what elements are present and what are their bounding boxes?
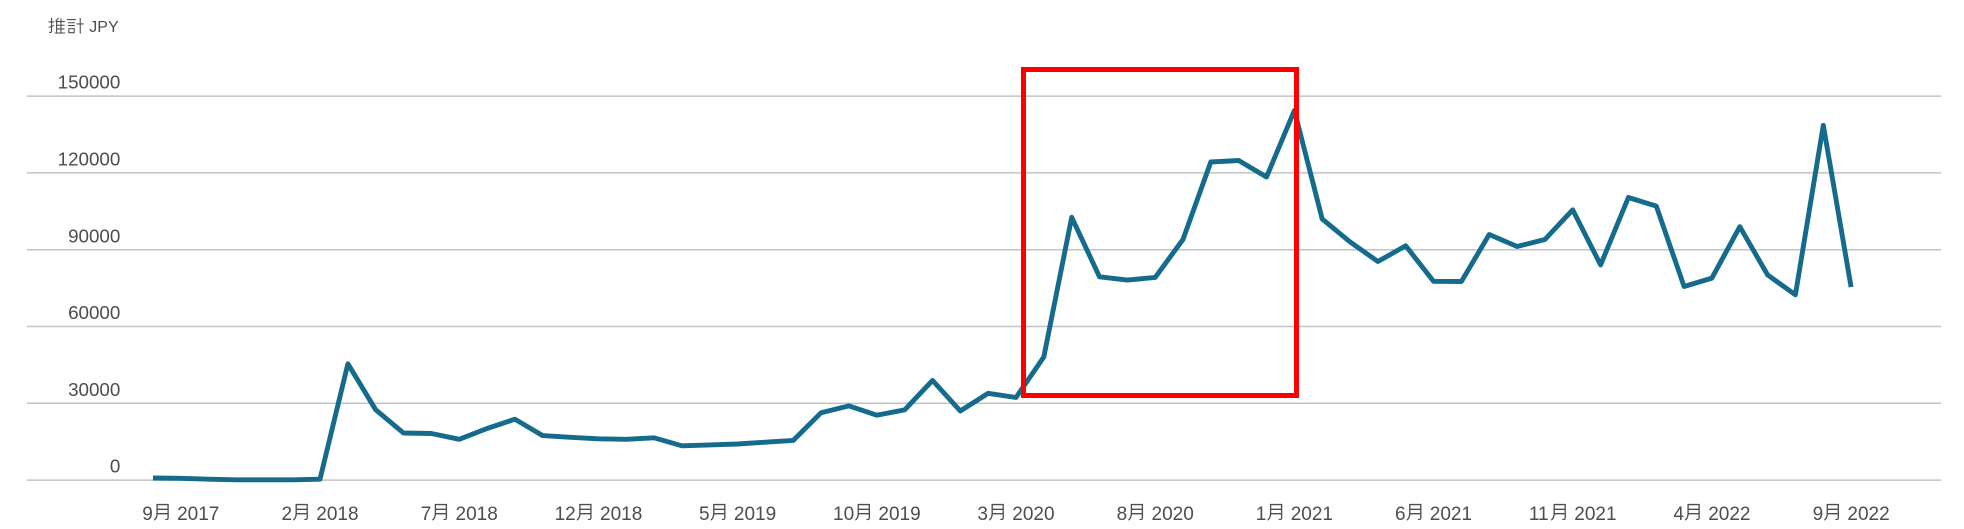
svg-text:JPY: JPY — [89, 19, 119, 36]
svg-text:2019: 2019 — [734, 504, 776, 525]
svg-text:120000: 120000 — [58, 149, 121, 170]
svg-text:2018: 2018 — [456, 504, 498, 525]
svg-text:6: 6 — [1395, 504, 1406, 525]
svg-text:2018: 2018 — [316, 504, 358, 525]
svg-text:2017: 2017 — [177, 504, 219, 525]
svg-text:2018: 2018 — [600, 504, 642, 525]
svg-text:5: 5 — [699, 504, 710, 525]
svg-text:90000: 90000 — [68, 225, 120, 246]
svg-text:2019: 2019 — [878, 504, 920, 525]
svg-text:2020: 2020 — [1152, 504, 1194, 525]
svg-text:30000: 30000 — [68, 379, 120, 400]
svg-text:7: 7 — [421, 504, 432, 525]
svg-text:2021: 2021 — [1430, 504, 1472, 525]
svg-text:2020: 2020 — [1012, 504, 1054, 525]
svg-text:60000: 60000 — [68, 302, 120, 323]
svg-text:12: 12 — [555, 504, 576, 525]
svg-text:0: 0 — [110, 456, 120, 477]
svg-text:1: 1 — [1256, 504, 1267, 525]
svg-text:3: 3 — [977, 504, 988, 525]
svg-text:10: 10 — [833, 504, 854, 525]
svg-text:9: 9 — [142, 504, 153, 525]
svg-text:2022: 2022 — [1708, 504, 1750, 525]
svg-text:2: 2 — [282, 504, 293, 525]
svg-text:150000: 150000 — [58, 72, 121, 93]
svg-text:11: 11 — [1529, 504, 1549, 525]
svg-text:9: 9 — [1813, 504, 1824, 525]
svg-text:4: 4 — [1673, 504, 1684, 525]
svg-text:8: 8 — [1117, 504, 1128, 525]
svg-text:2021: 2021 — [1291, 504, 1333, 525]
svg-text:2021: 2021 — [1574, 504, 1616, 525]
svg-text:2022: 2022 — [1847, 504, 1889, 525]
